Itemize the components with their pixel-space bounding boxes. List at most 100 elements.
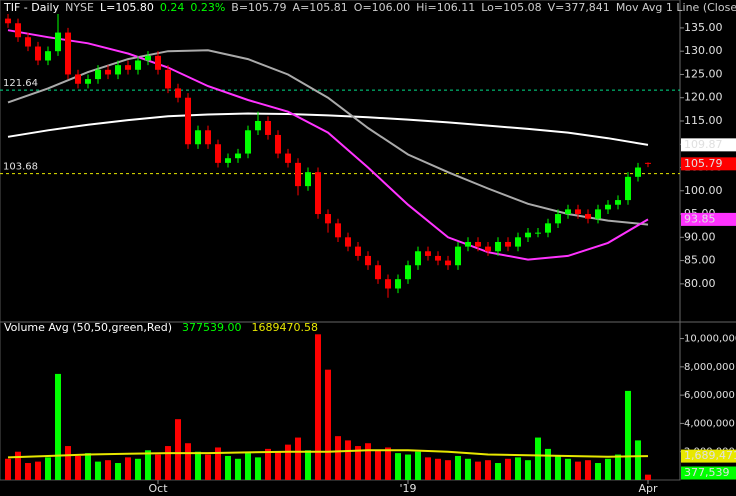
- volume-bar: [385, 447, 391, 480]
- candle-body: [295, 162, 301, 187]
- candle-body: [255, 120, 261, 131]
- header-item: L=105.80: [100, 1, 154, 14]
- volume-bar: [85, 453, 91, 480]
- candle-body: [535, 232, 541, 234]
- candle-body: [145, 55, 151, 61]
- volume-bar: [375, 450, 381, 480]
- volume-bar: [465, 458, 471, 480]
- price-tag: [681, 466, 736, 480]
- candle-body: [115, 65, 121, 75]
- volume-bar: [505, 458, 511, 480]
- volume-bar: [635, 440, 641, 480]
- volume-bar: [625, 390, 631, 480]
- candle-body: [5, 18, 11, 24]
- candle-body: [45, 51, 51, 61]
- price-tag-label: 105.79: [684, 157, 723, 170]
- candle-body: [575, 209, 581, 215]
- candle-body: [405, 265, 411, 280]
- volume-bar: [585, 460, 591, 480]
- price-tag: [681, 157, 736, 171]
- volume-bar: [255, 457, 261, 480]
- volume-bar: [605, 458, 611, 480]
- volume-legend-item: Volume Avg (50,50,green,Red): [4, 321, 172, 334]
- volume-bar: [275, 451, 281, 480]
- moving-average: [7, 112, 649, 146]
- header-item: 0.24: [160, 1, 185, 14]
- volume-bar: [115, 463, 121, 480]
- candle-body: [455, 246, 461, 266]
- volume-bar: [415, 451, 421, 480]
- candle-body: [265, 120, 271, 135]
- candle-body: [75, 74, 81, 84]
- moving-average: [7, 29, 649, 261]
- candle-body: [615, 200, 621, 205]
- volume-bar: [535, 437, 541, 480]
- candle-body: [475, 241, 481, 247]
- candle-body: [465, 241, 471, 247]
- candle-body: [495, 241, 501, 252]
- volume-bar: [265, 448, 271, 480]
- volume-bar: [395, 453, 401, 480]
- price-tag-label: 93.85: [684, 212, 716, 225]
- volume-bar: [555, 455, 561, 480]
- candle-body: [525, 232, 531, 238]
- volume-bar: [335, 436, 341, 480]
- candle-body: [15, 23, 21, 38]
- moving-average: [7, 49, 649, 226]
- candle-body: [375, 265, 381, 280]
- candle-body: [85, 79, 91, 84]
- candle-body: [555, 214, 561, 224]
- candle-body: [645, 162, 651, 164]
- volume-average: [7, 449, 649, 459]
- candle-body: [185, 97, 191, 145]
- header-item: NYSE: [65, 1, 94, 14]
- volume-bar: [355, 446, 361, 480]
- volume-bar: [565, 458, 571, 480]
- candle-body: [365, 255, 371, 266]
- header-item: O=106.00: [354, 1, 410, 14]
- volume-bar: [175, 419, 181, 480]
- volume-bar: [485, 460, 491, 480]
- candle-body: [135, 60, 141, 70]
- volume-bar: [75, 455, 81, 480]
- price-tag-label: 1,689,471: [684, 449, 736, 462]
- volume-bar: [305, 450, 311, 480]
- volume-bar: [235, 458, 241, 480]
- x-tick-label: '19: [399, 482, 416, 495]
- y-tick-label: 90.00: [684, 230, 716, 243]
- y-tick-label: 125.00: [684, 67, 723, 80]
- candle-body: [395, 279, 401, 289]
- candle-body: [175, 88, 181, 98]
- volume-legend-item: 1689470.58: [252, 321, 318, 334]
- candle-body: [225, 158, 231, 163]
- volume-bar: [45, 457, 51, 480]
- candle-body: [95, 69, 101, 80]
- volume-bar: [15, 451, 21, 480]
- candle-body: [545, 223, 551, 233]
- header-item: Hi=106.11: [416, 1, 475, 14]
- candle-body: [285, 153, 291, 163]
- candle-body: [425, 251, 431, 256]
- volume-bar: [135, 458, 141, 480]
- price-tag-label: 109.87: [684, 138, 723, 151]
- volume-bar: [35, 461, 41, 480]
- volume-bar: [185, 443, 191, 480]
- candle-body: [585, 214, 591, 219]
- candle-body: [635, 167, 641, 177]
- candle-body: [35, 46, 41, 61]
- volume-bar: [445, 460, 451, 480]
- x-tick-label: Oct: [148, 482, 168, 495]
- header: TIF - Daily NYSE L=105.80 0.24 0.23% B=105.79…: [3, 1, 736, 14]
- volume-bar: [525, 460, 531, 480]
- volume-bar: [515, 457, 521, 480]
- volume-bar: [645, 474, 651, 480]
- candle-body: [325, 214, 331, 224]
- candle-body: [205, 130, 211, 145]
- header-item: TIF - Daily: [3, 1, 60, 14]
- candle-body: [415, 251, 421, 266]
- price-tag: [681, 449, 736, 463]
- volume-bar: [155, 454, 161, 480]
- y2-tick-label: 6,000,000: [684, 390, 735, 401]
- volume-bar: [495, 463, 501, 480]
